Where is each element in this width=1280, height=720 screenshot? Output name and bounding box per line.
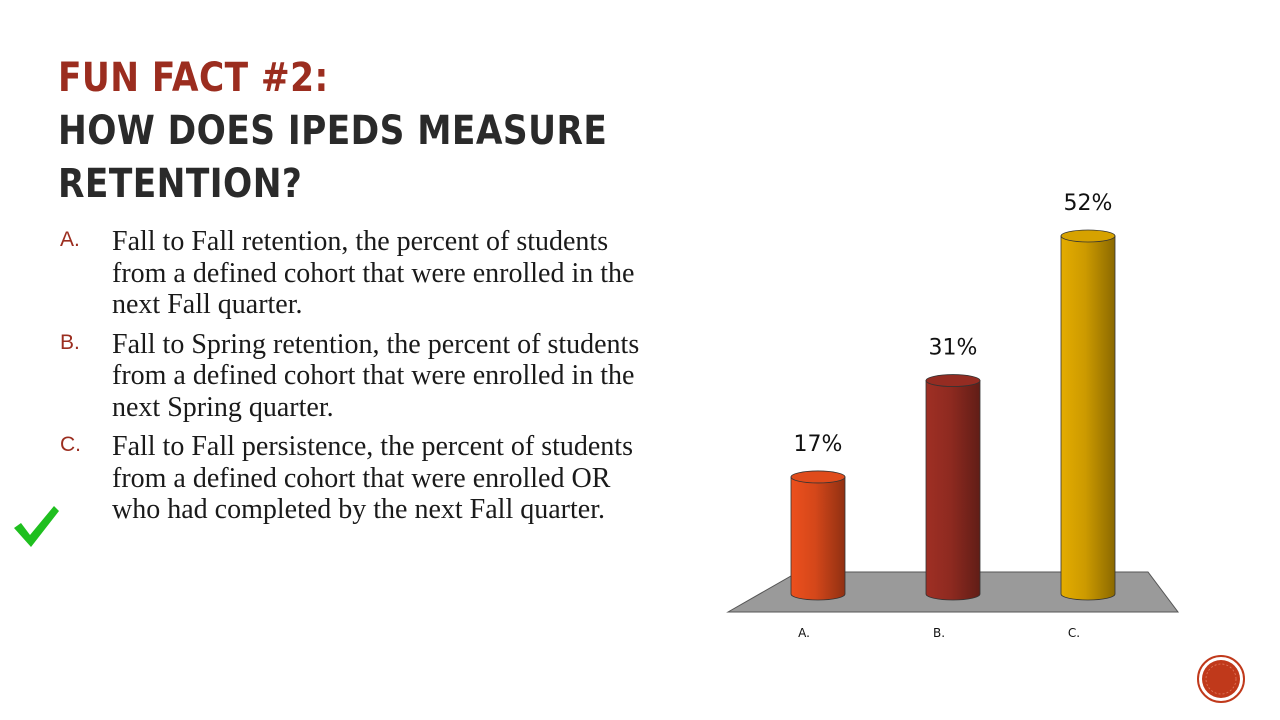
answer-options-list: A. Fall to Fall retention, the percent o… (60, 226, 640, 534)
next-slide-icon[interactable] (1196, 654, 1246, 704)
bar-a (790, 476, 846, 601)
data-label: 52% (1064, 191, 1113, 216)
category-tick-label: B. (933, 626, 945, 640)
category-tick-label: A. (798, 626, 810, 640)
option-text: Fall to Fall retention, the percent of s… (112, 226, 635, 320)
bar-top-a (790, 470, 846, 484)
option-letter: C. (60, 433, 81, 456)
checkmark-icon (14, 506, 59, 547)
category-tick-label: C. (1068, 626, 1080, 640)
bar-chart: 17% A. 31% B. 52% C. (726, 191, 1179, 640)
option-text: Fall to Fall persistence, the percent of… (112, 431, 633, 525)
slide-title: Fun Fact #2: How does IPEDS measure rete… (58, 52, 607, 211)
data-label: 17% (794, 432, 843, 457)
title-line-3: retention? (58, 161, 303, 207)
bar-top-c (1060, 229, 1116, 243)
title-line-1: Fun Fact #2: (58, 55, 329, 101)
option-letter: B. (60, 330, 80, 354)
data-label: 31% (929, 336, 978, 361)
option-b: B. Fall to Spring retention, the percent… (60, 329, 640, 424)
option-text: Fall to Spring retention, the percent of… (112, 328, 640, 423)
bar-top-b (925, 374, 981, 387)
option-letter: A. (60, 228, 80, 251)
title-line-2: How does IPEDS measure (58, 108, 608, 154)
bar-b (925, 380, 981, 601)
option-c: C. Fall to Fall persistence, the percent… (60, 431, 640, 526)
bar-c (1060, 235, 1116, 601)
option-a: A. Fall to Fall retention, the percent o… (60, 226, 640, 321)
